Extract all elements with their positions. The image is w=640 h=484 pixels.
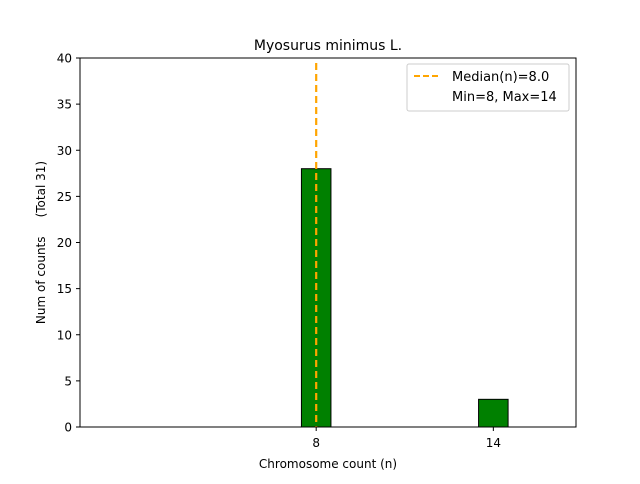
y-axis-ticks: 0 5 10 15 20 25 30 35 40 [57, 52, 80, 435]
x-axis-label: Chromosome count (n) [259, 457, 397, 471]
y-axis-label: Num of counts (Total 31) [34, 161, 48, 324]
y-tick-label: 10 [57, 328, 72, 342]
legend-entry-median: Median(n)=8.0 [452, 70, 549, 85]
x-tick-label: 8 [312, 436, 320, 450]
legend: Median(n)=8.0 Min=8, Max=14 [406, 63, 570, 112]
x-axis-ticks: 8 14 [312, 427, 501, 450]
y-tick-label: 25 [57, 190, 72, 204]
legend-box [406, 63, 570, 112]
legend-entry-min-max: Min=8, Max=14 [452, 90, 557, 105]
bar-n-14 [478, 398, 509, 428]
chart-title: Myosurus minimus L. [254, 38, 402, 54]
x-tick-label: 14 [486, 436, 501, 450]
y-tick-label: 0 [64, 421, 72, 435]
y-tick-label: 20 [57, 236, 72, 250]
y-tick-label: 15 [57, 282, 72, 296]
y-tick-label: 40 [57, 52, 72, 66]
y-tick-label: 5 [64, 374, 72, 388]
y-tick-label: 35 [57, 98, 72, 112]
y-tick-label: 30 [57, 144, 72, 158]
